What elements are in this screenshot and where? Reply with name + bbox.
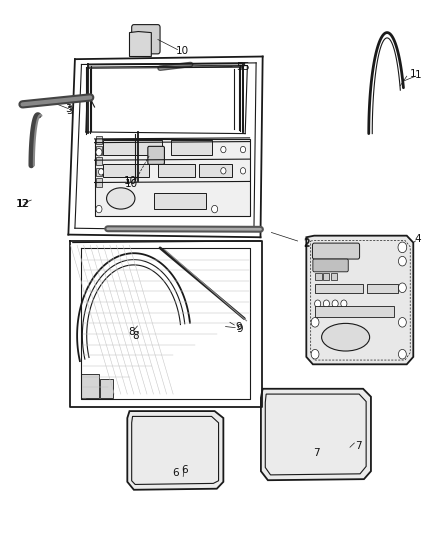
- Bar: [367, 284, 398, 293]
- Ellipse shape: [106, 188, 135, 209]
- Text: 12: 12: [16, 199, 29, 209]
- Circle shape: [240, 147, 246, 153]
- Bar: [96, 157, 102, 165]
- Bar: [96, 136, 102, 144]
- Bar: [158, 164, 195, 177]
- Bar: [100, 379, 113, 398]
- Text: 6: 6: [172, 468, 179, 478]
- Text: 1: 1: [415, 70, 422, 80]
- Circle shape: [323, 300, 329, 308]
- Text: 10: 10: [175, 46, 188, 56]
- Circle shape: [99, 168, 104, 175]
- Text: 2: 2: [303, 239, 310, 249]
- Polygon shape: [127, 411, 223, 490]
- Text: 1: 1: [410, 69, 417, 79]
- Bar: [315, 273, 321, 280]
- Circle shape: [399, 283, 406, 293]
- Circle shape: [332, 300, 338, 308]
- Bar: [171, 140, 212, 155]
- Circle shape: [311, 318, 319, 327]
- Circle shape: [399, 318, 406, 327]
- Circle shape: [221, 147, 226, 153]
- Text: 3: 3: [67, 106, 73, 116]
- Bar: [95, 139, 250, 216]
- Text: 4: 4: [414, 235, 421, 245]
- Text: 10: 10: [124, 176, 137, 187]
- Text: 7: 7: [313, 448, 319, 457]
- FancyBboxPatch shape: [312, 243, 360, 259]
- Bar: [199, 164, 232, 177]
- Text: 3: 3: [65, 103, 72, 114]
- Text: 6: 6: [181, 465, 187, 474]
- Bar: [331, 273, 337, 280]
- Bar: [96, 167, 102, 176]
- Bar: [81, 374, 99, 398]
- Circle shape: [221, 167, 226, 174]
- Text: 5: 5: [237, 62, 243, 71]
- Text: 7: 7: [355, 441, 362, 451]
- Circle shape: [240, 167, 246, 174]
- Text: 9: 9: [237, 324, 243, 334]
- Bar: [103, 140, 162, 155]
- Polygon shape: [130, 31, 151, 56]
- Text: 2: 2: [303, 238, 310, 248]
- Polygon shape: [306, 236, 413, 365]
- FancyBboxPatch shape: [148, 147, 164, 165]
- Polygon shape: [129, 155, 135, 163]
- Circle shape: [398, 242, 407, 253]
- Ellipse shape: [321, 324, 370, 351]
- FancyBboxPatch shape: [132, 25, 160, 54]
- Circle shape: [311, 350, 319, 359]
- Circle shape: [341, 300, 347, 308]
- Circle shape: [96, 149, 102, 156]
- Polygon shape: [261, 389, 371, 480]
- Circle shape: [399, 256, 406, 266]
- Circle shape: [399, 350, 406, 359]
- Bar: [96, 147, 102, 155]
- Circle shape: [314, 300, 321, 308]
- Text: 8: 8: [128, 327, 135, 337]
- Bar: [323, 273, 329, 280]
- Circle shape: [212, 205, 218, 213]
- Text: 12: 12: [17, 199, 30, 209]
- Text: 10: 10: [125, 179, 138, 189]
- Bar: [315, 284, 363, 293]
- Text: 9: 9: [235, 321, 242, 332]
- Bar: [153, 193, 206, 209]
- Text: 8: 8: [133, 330, 139, 341]
- Bar: [96, 178, 102, 187]
- Circle shape: [96, 205, 102, 213]
- Text: 5: 5: [242, 62, 248, 71]
- Bar: [103, 164, 149, 177]
- Bar: [315, 306, 394, 317]
- FancyBboxPatch shape: [313, 259, 348, 272]
